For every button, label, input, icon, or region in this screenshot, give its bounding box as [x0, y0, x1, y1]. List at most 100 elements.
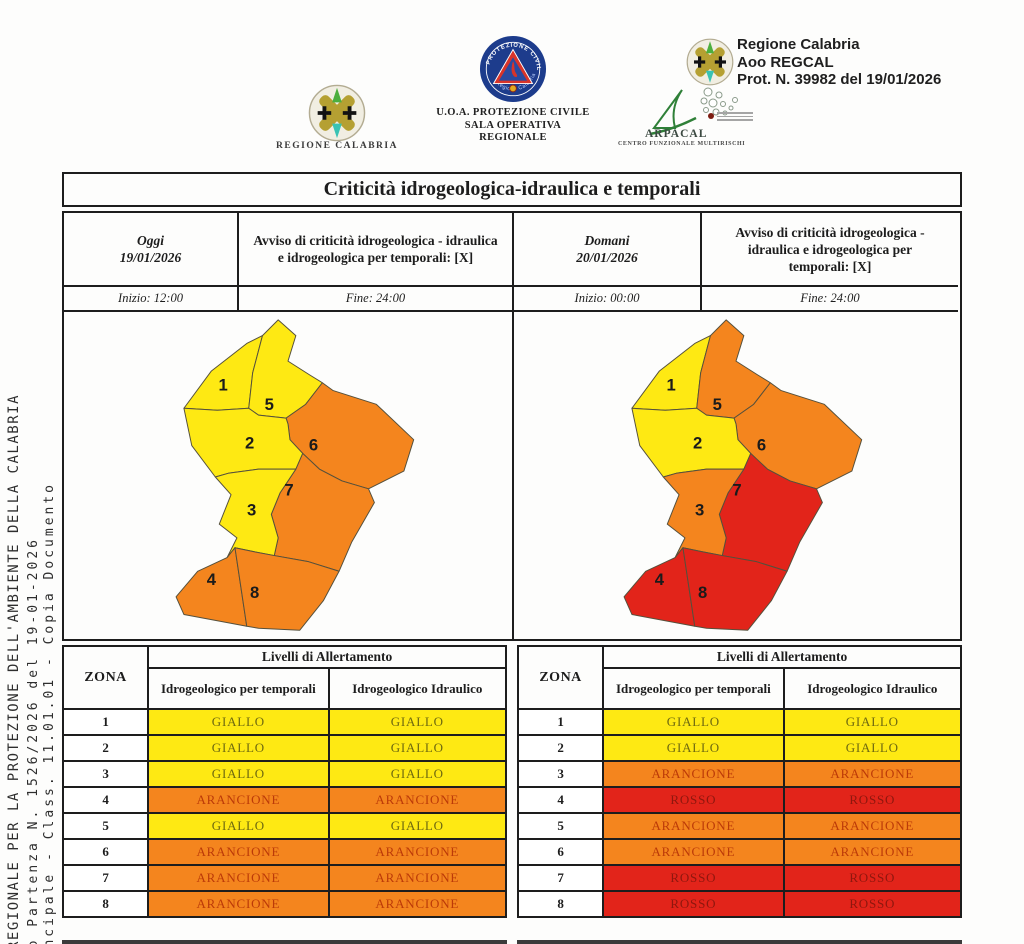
map-zone-8 — [234, 547, 340, 631]
map-zone-label-2: 2 — [245, 434, 254, 453]
col-idraulico-header: Idrogeologico Idraulico — [327, 667, 508, 710]
zona-cell: 4 — [516, 786, 605, 814]
level-cell-temporali: GIALLO — [602, 708, 785, 736]
zone-row: 6 ARANCIONE ARANCIONE — [61, 838, 508, 866]
level-cell-idraulico: GIALLO — [327, 734, 508, 762]
zone-row: 2 GIALLO GIALLO — [61, 734, 508, 762]
level-cell-temporali: ARANCIONE — [147, 890, 330, 918]
level-cell-temporali: ARANCIONE — [147, 864, 330, 892]
level-cell-idraulico: GIALLO — [327, 760, 508, 788]
zona-cell: 1 — [516, 708, 605, 736]
tomorrow-label: Domani — [584, 233, 630, 248]
map-zone-label-1: 1 — [667, 376, 676, 395]
livelli-header: Livelli di Allertamento — [602, 645, 962, 669]
col-temporali-header: Idrogeologico per temporali — [147, 667, 330, 710]
zona-cell: 7 — [61, 864, 150, 892]
map-zone-label-2: 2 — [693, 434, 702, 453]
map-zone-label-1: 1 — [219, 376, 228, 395]
zona-cell: 7 — [516, 864, 605, 892]
snpa-microtext — [717, 110, 753, 123]
level-cell-idraulico: GIALLO — [327, 708, 508, 736]
level-cell-idraulico: GIALLO — [782, 734, 963, 762]
level-cell-temporali: ARANCIONE — [602, 812, 785, 840]
level-cell-idraulico: ARANCIONE — [782, 838, 963, 866]
livelli-header: Livelli di Allertamento — [147, 645, 507, 669]
tomorrow-avviso-cell: Avviso di criticità idrogeologica - idra… — [700, 213, 958, 285]
map-zone-label-5: 5 — [265, 395, 274, 414]
map-zone-label-3: 3 — [247, 500, 256, 519]
zona-cell: 3 — [61, 760, 150, 788]
level-cell-idraulico: ARANCIONE — [327, 838, 508, 866]
pc-caption-line1: U.O.A. PROTEZIONE CIVILE — [436, 107, 590, 118]
map-zone-2 — [183, 407, 304, 478]
zona-cell: 8 — [61, 890, 150, 918]
bulletin-header-table: Oggi 19/01/2026 Avviso di criticità idro… — [62, 211, 962, 641]
zone-row: 1 GIALLO GIALLO — [61, 708, 508, 736]
arpacal-name: ARPACAL — [645, 128, 708, 140]
zone-row: 1 GIALLO GIALLO — [516, 708, 963, 736]
map-tomorrow: 1 5 6 2 7 3 4 8 — [623, 319, 863, 631]
protocol-line2: Aoo REGCAL — [737, 53, 834, 71]
level-cell-temporali: GIALLO — [602, 734, 785, 762]
level-cell-temporali: GIALLO — [147, 708, 330, 736]
zone-row: 5 GIALLO GIALLO — [61, 812, 508, 840]
registry-stamp-line-3: ncipale - Class. 11.01.01 - Copia Docume… — [42, 482, 57, 944]
tomorrow-inizio-cell: Inizio: 00:00 — [512, 285, 700, 310]
tomorrow-fine-cell: Fine: 24:00 — [700, 285, 958, 310]
protezione-civile-caption: U.O.A. PROTEZIONE CIVILE SALA OPERATIVA … — [432, 107, 594, 145]
zone-row: 7 ROSSO ROSSO — [516, 864, 963, 892]
zona-cell: 2 — [61, 734, 150, 762]
pc-caption-line2: SALA OPERATIVA REGIONALE — [464, 119, 562, 144]
map-zone-label-8: 8 — [250, 583, 259, 602]
col-temporali-header: Idrogeologico per temporali — [602, 667, 785, 710]
level-cell-temporali: GIALLO — [147, 734, 330, 762]
zona-cell: 2 — [516, 734, 605, 762]
zona-cell: 6 — [516, 838, 605, 866]
level-cell-idraulico: ROSSO — [782, 890, 963, 918]
regione-calabria-logo-small — [686, 38, 734, 86]
today-date: 19/01/2026 — [119, 250, 182, 265]
level-cell-idraulico: GIALLO — [782, 708, 963, 736]
map-zone-label-6: 6 — [309, 435, 318, 454]
alert-level-tables: ZONA Livelli di Allertamento Idrogeologi… — [61, 645, 963, 918]
zone-row: 8 ROSSO ROSSO — [516, 890, 963, 918]
zona-cell: 3 — [516, 760, 605, 788]
level-cell-temporali: ROSSO — [602, 864, 785, 892]
level-cell-idraulico: ARANCIONE — [327, 890, 508, 918]
level-cell-idraulico: ARANCIONE — [782, 760, 963, 788]
level-cell-temporali: ROSSO — [602, 786, 785, 814]
level-cell-temporali: ARANCIONE — [602, 760, 785, 788]
protezione-civile-logo: PROTEZIONE CIVILE Regione Calabria — [479, 35, 547, 103]
alert-table-today: ZONA Livelli di Allertamento Idrogeologi… — [61, 645, 508, 918]
map-zone-label-7: 7 — [732, 481, 741, 500]
level-cell-idraulico: ROSSO — [782, 864, 963, 892]
zone-row: 2 GIALLO GIALLO — [516, 734, 963, 762]
zona-cell: 1 — [61, 708, 150, 736]
today-avviso-cell: Avviso di criticità idrogeologica - idra… — [237, 213, 512, 285]
zona-header: ZONA — [516, 645, 605, 710]
level-cell-temporali: ROSSO — [602, 890, 785, 918]
level-cell-temporali: ARANCIONE — [147, 786, 330, 814]
tomorrow-date: 20/01/2026 — [576, 250, 638, 265]
map-zone-label-3: 3 — [695, 500, 704, 519]
level-cell-idraulico: GIALLO — [327, 812, 508, 840]
protocol-line1: Regione Calabria — [737, 36, 860, 53]
arpacal-caption: CENTRO FUNZIONALE MULTIRISCHI — [618, 141, 746, 147]
alert-table-tomorrow: ZONA Livelli di Allertamento Idrogeologi… — [516, 645, 963, 918]
zone-row: 5 ARANCIONE ARANCIONE — [516, 812, 963, 840]
arpacal-logo — [649, 89, 697, 136]
zona-header: ZONA — [61, 645, 150, 710]
zone-row: 3 GIALLO GIALLO — [61, 760, 508, 788]
protocol-stamp: Regione Calabria Aoo REGCAL Prot. N. 399… — [737, 36, 941, 89]
level-cell-temporali: ARANCIONE — [602, 838, 785, 866]
bulletin-title: Criticità idrogeologica-idraulica e temp… — [62, 172, 962, 207]
zone-row: 8 ARANCIONE ARANCIONE — [61, 890, 508, 918]
zone-row: 7 ARANCIONE ARANCIONE — [61, 864, 508, 892]
map-zone-label-4: 4 — [655, 570, 665, 589]
map-zone-label-4: 4 — [207, 570, 217, 589]
zona-cell: 5 — [61, 812, 150, 840]
next-section-edge-left — [62, 940, 507, 944]
zone-row: 3 ARANCIONE ARANCIONE — [516, 760, 963, 788]
map-zone-label-6: 6 — [757, 435, 766, 454]
